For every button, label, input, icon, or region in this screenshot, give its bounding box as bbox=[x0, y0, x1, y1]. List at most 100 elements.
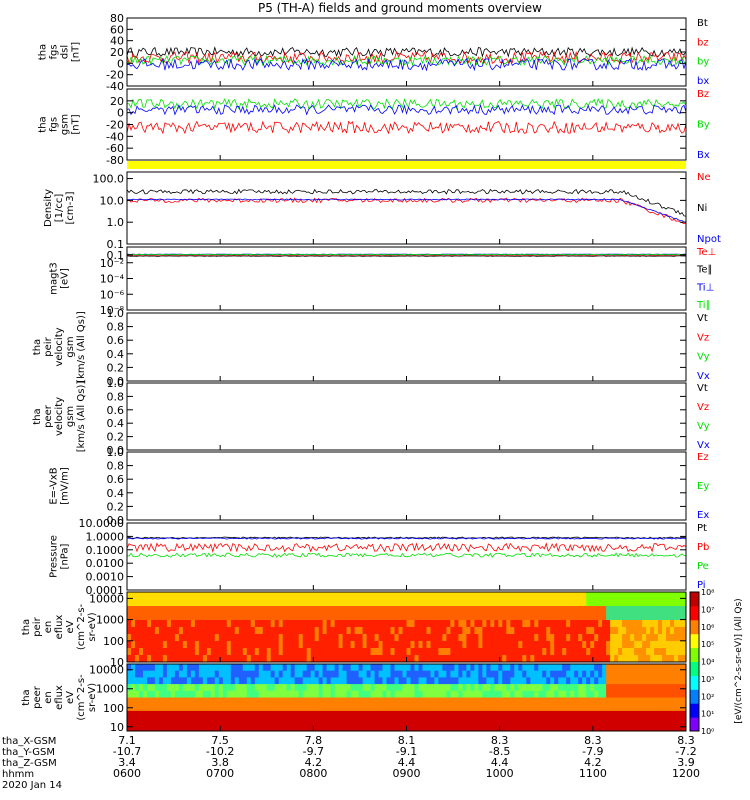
heatmap-cell bbox=[602, 634, 607, 642]
heatmap-cell bbox=[674, 704, 679, 712]
heatmap-cell bbox=[174, 620, 180, 628]
heatmap-cell bbox=[174, 599, 180, 607]
heatmap-cell bbox=[462, 634, 467, 642]
heatmap-cell bbox=[554, 655, 559, 663]
heatmap-cell bbox=[542, 697, 547, 705]
heatmap-cell bbox=[666, 677, 671, 685]
heatmap-cell bbox=[682, 677, 687, 685]
heatmap-cell bbox=[534, 627, 539, 635]
heatmap-cell bbox=[382, 724, 387, 732]
heatmap-cell bbox=[486, 613, 491, 621]
heatmap-cell bbox=[314, 627, 320, 635]
heatmap-cell bbox=[302, 664, 308, 672]
colorbar-tick: 10⁶ bbox=[701, 623, 714, 632]
heatmap-cell bbox=[246, 592, 252, 600]
heatmap-cell bbox=[127, 592, 132, 600]
heatmap-cell bbox=[622, 697, 627, 705]
heatmap-cell bbox=[390, 697, 395, 705]
heatmap-cell bbox=[446, 613, 451, 621]
heatmap-cell bbox=[218, 599, 224, 607]
heatmap-cell bbox=[178, 634, 184, 642]
heatmap-cell bbox=[398, 690, 403, 698]
heatmap-cell bbox=[135, 704, 140, 712]
heatmap-cell bbox=[230, 684, 236, 692]
heatmap-cell bbox=[358, 613, 364, 621]
heatmap-cell bbox=[598, 655, 603, 663]
heatmap-cell bbox=[462, 655, 467, 663]
heatmap-cell bbox=[606, 599, 611, 607]
heatmap-cell bbox=[214, 627, 220, 635]
heatmap-cell bbox=[131, 677, 136, 685]
heatmap-cell bbox=[274, 627, 280, 635]
heatmap-cell bbox=[526, 655, 531, 663]
heatmap-cell bbox=[534, 655, 539, 663]
legend-fgs_dsl-3: bx bbox=[697, 76, 709, 87]
heatmap-cell bbox=[478, 606, 483, 614]
heatmap-cell bbox=[139, 634, 144, 642]
heatmap-cell bbox=[334, 592, 340, 600]
heatmap-cell bbox=[322, 724, 328, 732]
heatmap-cell bbox=[446, 704, 451, 712]
heatmap-cell bbox=[218, 613, 224, 621]
heatmap-cell bbox=[210, 620, 216, 628]
heatmap-cell bbox=[458, 599, 463, 607]
heatmap-cell bbox=[182, 724, 188, 732]
heatmap-cell bbox=[370, 724, 376, 732]
heatmap-cell bbox=[178, 592, 184, 600]
heatmap-cell bbox=[366, 677, 372, 685]
heatmap-cell bbox=[598, 684, 603, 692]
heatmap-cell bbox=[214, 684, 220, 692]
heatmap-cell bbox=[190, 592, 196, 600]
heatmap-cell bbox=[474, 599, 479, 607]
heatmap-cell bbox=[374, 677, 380, 685]
heatmap-cell bbox=[654, 634, 659, 642]
heatmap-cell bbox=[446, 724, 451, 732]
heatmap-cell bbox=[554, 634, 559, 642]
heatmap-cell bbox=[370, 697, 376, 705]
xaxis-z_gsm-label: 3.4 bbox=[118, 756, 136, 769]
heatmap-cell bbox=[534, 648, 539, 656]
heatmap-cell bbox=[546, 677, 551, 685]
heatmap-cell bbox=[242, 724, 248, 732]
ytick-label: 20 bbox=[110, 95, 124, 108]
ytick-label: 0 bbox=[117, 107, 124, 120]
heatmap-cell bbox=[586, 704, 591, 712]
heatmap-cell bbox=[478, 599, 483, 607]
heatmap-cell bbox=[302, 717, 308, 725]
heatmap-cell bbox=[522, 684, 527, 692]
heatmap-cell bbox=[342, 710, 348, 719]
heatmap-cell bbox=[634, 690, 639, 698]
heatmap-cell bbox=[518, 704, 523, 712]
ylabel-line: tha bbox=[38, 116, 49, 132]
heatmap-cell bbox=[442, 655, 447, 663]
heatmap-cell bbox=[262, 670, 268, 678]
heatmap-cell bbox=[678, 634, 683, 642]
legend-peir_vel-1: Vz bbox=[697, 332, 709, 343]
colorbar-tick: 10⁷ bbox=[701, 605, 714, 614]
heatmap-cell bbox=[230, 690, 236, 698]
heatmap-cell bbox=[502, 697, 507, 705]
heatmap-cell bbox=[246, 717, 252, 725]
heatmap-cell bbox=[194, 627, 200, 635]
heatmap-cell bbox=[646, 677, 651, 685]
heatmap-cell bbox=[282, 670, 288, 678]
heatmap-cell bbox=[530, 690, 535, 698]
heatmap-cell bbox=[166, 690, 172, 698]
heatmap-cell bbox=[442, 697, 447, 705]
heatmap-cell bbox=[222, 606, 228, 614]
heatmap-cell bbox=[302, 710, 308, 719]
ytick-label: 20 bbox=[110, 46, 124, 59]
heatmap-cell bbox=[558, 690, 563, 698]
heatmap-cell bbox=[378, 710, 384, 719]
heatmap-cell bbox=[194, 606, 200, 614]
heatmap-cell bbox=[454, 634, 459, 642]
heatmap-cell bbox=[658, 620, 663, 628]
heatmap-cell bbox=[622, 684, 627, 692]
legend-peer_vel-2: Vy bbox=[697, 421, 710, 432]
heatmap-cell bbox=[678, 655, 683, 663]
heatmap-cell bbox=[414, 697, 419, 705]
heatmap-cell bbox=[450, 592, 455, 600]
heatmap-cell bbox=[143, 627, 148, 635]
heatmap-cell bbox=[298, 620, 304, 628]
heatmap-cell bbox=[570, 641, 575, 649]
